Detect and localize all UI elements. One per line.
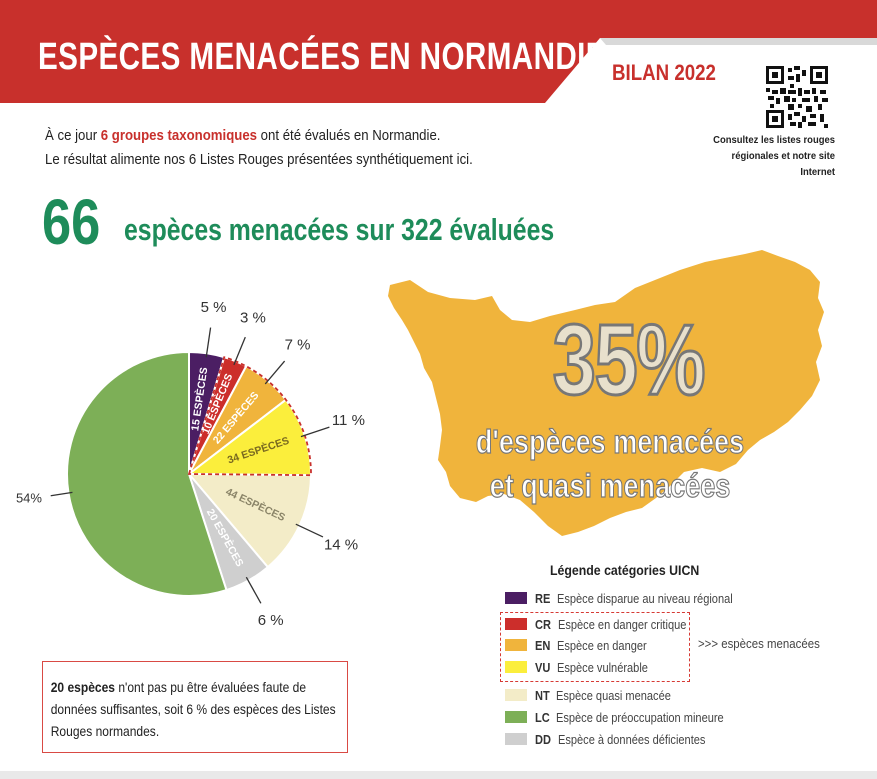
pie-leader-line	[300, 426, 330, 438]
threatened-outline	[187, 356, 312, 477]
pie-percent-label: 7 %	[285, 337, 311, 354]
legend-swatch	[505, 592, 527, 604]
note-text: n'ont pas pu être évaluées faute de donn…	[50, 679, 336, 739]
map-percent: 35%	[551, 303, 706, 418]
legend-code: NT	[535, 687, 550, 703]
data-deficient-note: 20 espèces n'ont pas pu être évaluées fa…	[42, 661, 348, 753]
legend-label: Espèce disparue au niveau régional	[557, 590, 733, 606]
threatened-note: >>> espèces menacées	[698, 636, 820, 651]
legend-label: Espèce quasi menacée	[556, 687, 672, 703]
header-banner	[0, 0, 877, 103]
pie-leader-line	[264, 360, 286, 385]
headline-text: espèces menacées sur 322 évaluées	[124, 212, 555, 247]
pie-leader-line	[295, 523, 324, 538]
legend-label: Espèce en danger critique	[557, 616, 687, 632]
legend-code: CR	[535, 616, 551, 632]
pie-percent-label: 5 %	[201, 299, 227, 316]
intro-line1-before: À ce jour	[45, 127, 101, 144]
pie-leader-line	[233, 336, 246, 366]
map-callout-line1: d'espèces menacées	[475, 422, 745, 460]
note-bold: 20 espèces	[50, 679, 116, 695]
legend-swatch	[505, 689, 527, 701]
legend-item-cr: CR Espèce en danger critique	[505, 616, 709, 632]
legend-label: Espèce de préoccupation mineure	[556, 709, 725, 725]
map-callout-text: d'espèces menacées et quasi menacées	[471, 420, 750, 508]
legend-item-nt: NT Espèce quasi menacée	[505, 687, 692, 703]
map-callout-line2: et quasi menacées	[489, 466, 731, 504]
legend-label: Espèce à données déficientes	[557, 731, 706, 747]
qr-caption: Consultez les listes rouges régionales e…	[696, 132, 835, 180]
legend-item-lc: LC Espèce de préoccupation mineure	[505, 709, 754, 725]
legend-item-en: EN Espèce en danger	[505, 637, 663, 653]
page-title: ESPÈCES MENACÉES EN NORMANDIE	[38, 36, 606, 78]
legend-swatch	[505, 639, 527, 651]
intro-line2: Le résultat alimente nos 6 Listes Rouges…	[45, 151, 473, 168]
qr-caption-line2: régionales et notre site Internet	[731, 150, 835, 178]
pie-percent-label: 3 %	[240, 310, 266, 327]
legend-code: DD	[535, 731, 551, 747]
pie-percent-label: 14 %	[324, 536, 358, 553]
qr-code-icon[interactable]	[766, 66, 828, 128]
bottom-bar	[0, 771, 877, 779]
legend-swatch	[505, 733, 527, 745]
bilan-label: BILAN 2022	[612, 60, 716, 85]
headline-number: 66	[42, 186, 101, 258]
legend-title: Légende catégories UICN	[550, 562, 700, 578]
normandy-map	[388, 250, 824, 536]
legend-item-dd: DD Espèce à données déficientes	[505, 731, 731, 747]
normandy-map-shape	[388, 250, 824, 536]
legend-item-re: RE Espèce disparue au niveau régional	[505, 590, 764, 606]
pie-leader-line	[245, 576, 262, 604]
legend-code: RE	[535, 590, 551, 606]
qr-caption-line1: Consultez les listes rouges	[713, 134, 835, 146]
intro-highlight: 6 groupes taxonomiques	[100, 127, 258, 144]
legend-label: Espèce en danger	[557, 637, 647, 653]
legend-swatch	[505, 711, 527, 723]
threatened-bracket	[500, 612, 690, 682]
legend-swatch	[505, 618, 527, 630]
intro-text: À ce jour 6 groupes taxonomiques ont été…	[45, 124, 473, 172]
legend-label: Espèce vulnérable	[557, 659, 648, 675]
legend-code: EN	[535, 637, 551, 653]
pie-percent-label: 54%	[16, 491, 42, 506]
legend-code: VU	[535, 659, 551, 675]
pie-leader-line	[205, 327, 212, 358]
intro-line1-after: ont été évalués en Normandie.	[257, 127, 441, 144]
pie-percent-label: 6 %	[258, 612, 284, 629]
pie-leader-line	[50, 491, 73, 497]
legend-code: LC	[535, 709, 550, 725]
legend-item-vu: VU Espèce vulnérable	[505, 659, 664, 675]
legend-swatch	[505, 661, 527, 673]
pie-percent-label: 11 %	[332, 412, 365, 429]
